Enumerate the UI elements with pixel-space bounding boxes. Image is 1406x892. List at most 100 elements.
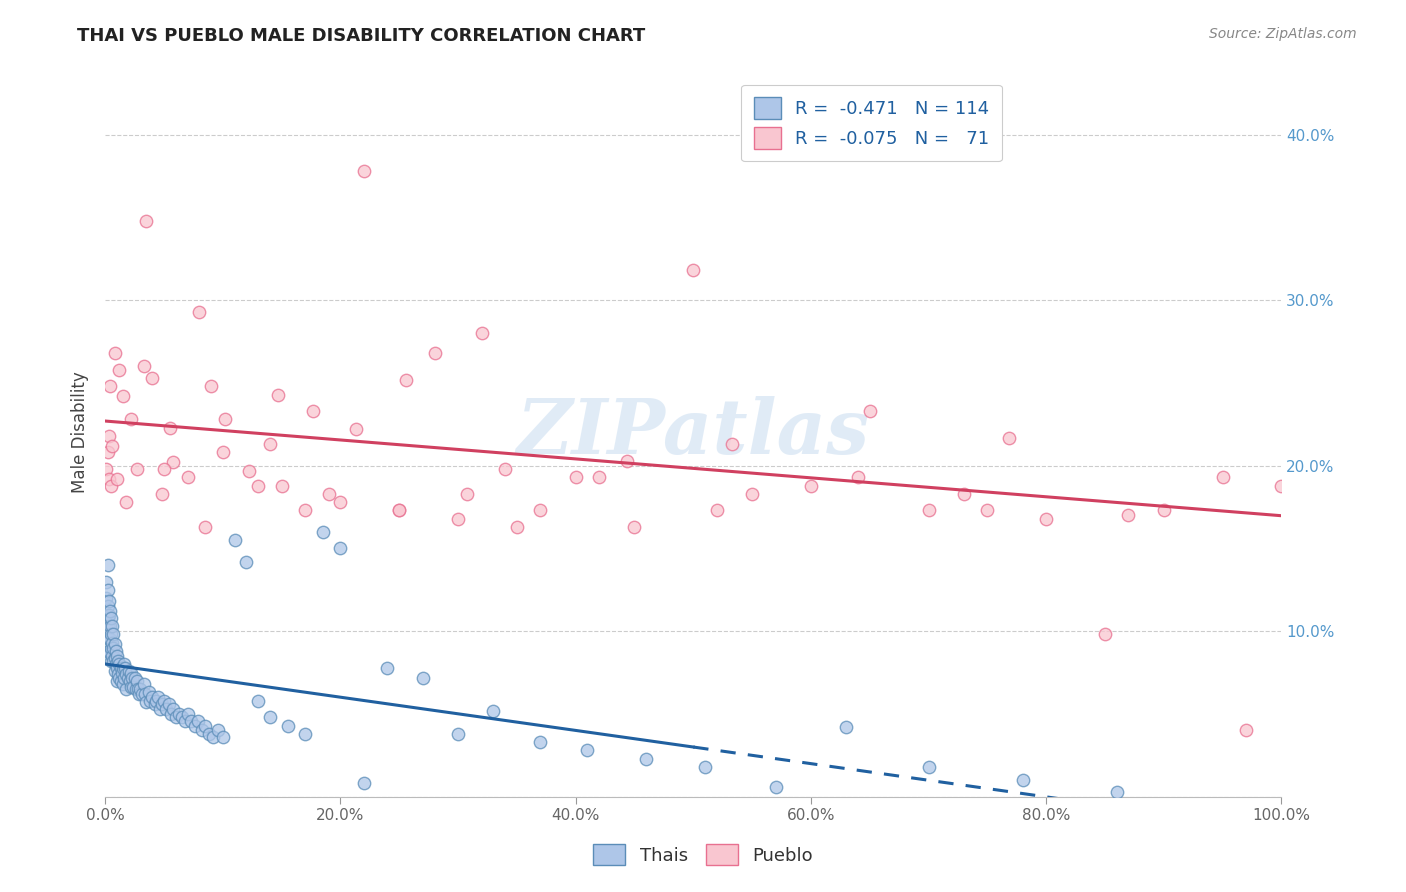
Point <box>329 541 352 556</box>
Point <box>97 558 120 572</box>
Point <box>267 387 290 401</box>
Point <box>377 660 399 674</box>
Point <box>108 362 131 376</box>
Point <box>143 697 166 711</box>
Point <box>329 495 352 509</box>
Point <box>103 627 125 641</box>
Point <box>112 657 135 672</box>
Point <box>276 718 298 732</box>
Text: THAI VS PUEBLO MALE DISABILITY CORRELATION CHART: THAI VS PUEBLO MALE DISABILITY CORRELATI… <box>77 27 645 45</box>
Point <box>97 599 120 614</box>
Point <box>138 685 160 699</box>
Point <box>100 654 122 668</box>
Point <box>118 664 141 678</box>
Point <box>180 714 202 728</box>
Point <box>97 429 120 443</box>
Point <box>917 503 939 517</box>
Point <box>693 760 716 774</box>
Point <box>150 697 173 711</box>
Point <box>623 520 645 534</box>
Point <box>302 404 325 418</box>
Point <box>100 627 122 641</box>
Point <box>423 346 446 360</box>
Point <box>96 591 118 606</box>
Point <box>149 702 172 716</box>
Point <box>224 533 246 548</box>
Point <box>202 730 225 744</box>
Point <box>197 727 219 741</box>
Point <box>111 660 134 674</box>
Point <box>97 582 120 597</box>
Point <box>395 373 418 387</box>
Point <box>96 607 118 622</box>
Point <box>120 665 142 680</box>
Point <box>105 648 128 663</box>
Point <box>96 574 118 589</box>
Point <box>97 621 120 635</box>
Point <box>112 671 135 685</box>
Point <box>353 776 375 790</box>
Point <box>98 604 121 618</box>
Point <box>270 478 292 492</box>
Point <box>157 697 180 711</box>
Point <box>169 706 191 721</box>
Point <box>200 379 222 393</box>
Point <box>176 706 198 721</box>
Point <box>108 657 131 672</box>
Point <box>800 478 823 492</box>
Text: ZIPatlas: ZIPatlas <box>517 395 870 469</box>
Point <box>170 710 193 724</box>
Point <box>1153 503 1175 517</box>
Y-axis label: Male Disability: Male Disability <box>72 372 89 493</box>
Point <box>188 305 211 319</box>
Point <box>682 263 704 277</box>
Point <box>823 122 845 136</box>
Point <box>124 671 146 685</box>
Point <box>447 727 470 741</box>
Point <box>128 687 150 701</box>
Point <box>765 780 787 794</box>
Point <box>139 694 162 708</box>
Point <box>107 654 129 668</box>
Point <box>98 619 121 633</box>
Point <box>259 710 281 724</box>
Point <box>108 671 131 685</box>
Point <box>118 673 141 688</box>
Point <box>194 520 217 534</box>
Point <box>104 346 127 360</box>
Point <box>194 718 217 732</box>
Point <box>135 214 157 228</box>
Point <box>100 478 122 492</box>
Legend: R =  -0.471   N = 114, R =  -0.075   N =   71: R = -0.471 N = 114, R = -0.075 N = 71 <box>741 85 1002 161</box>
Point <box>111 389 134 403</box>
Point <box>162 702 184 716</box>
Point <box>344 422 367 436</box>
Point <box>104 644 127 658</box>
Point <box>132 677 155 691</box>
Point <box>211 730 233 744</box>
Point <box>247 694 270 708</box>
Point <box>211 445 233 459</box>
Point <box>111 665 134 680</box>
Point <box>214 412 236 426</box>
Point <box>131 687 153 701</box>
Point <box>1011 773 1033 788</box>
Point <box>953 487 976 501</box>
Point <box>190 723 212 738</box>
Point <box>576 743 599 757</box>
Point <box>529 735 551 749</box>
Point <box>115 495 138 509</box>
Point <box>104 650 127 665</box>
Point <box>846 470 869 484</box>
Point <box>98 646 121 660</box>
Point <box>104 657 127 672</box>
Point <box>506 520 529 534</box>
Point <box>104 637 127 651</box>
Point <box>176 470 198 484</box>
Point <box>100 611 122 625</box>
Point <box>146 690 169 705</box>
Point <box>1105 785 1128 799</box>
Text: Source: ZipAtlas.com: Source: ZipAtlas.com <box>1209 27 1357 41</box>
Point <box>97 594 120 608</box>
Point <box>150 487 173 501</box>
